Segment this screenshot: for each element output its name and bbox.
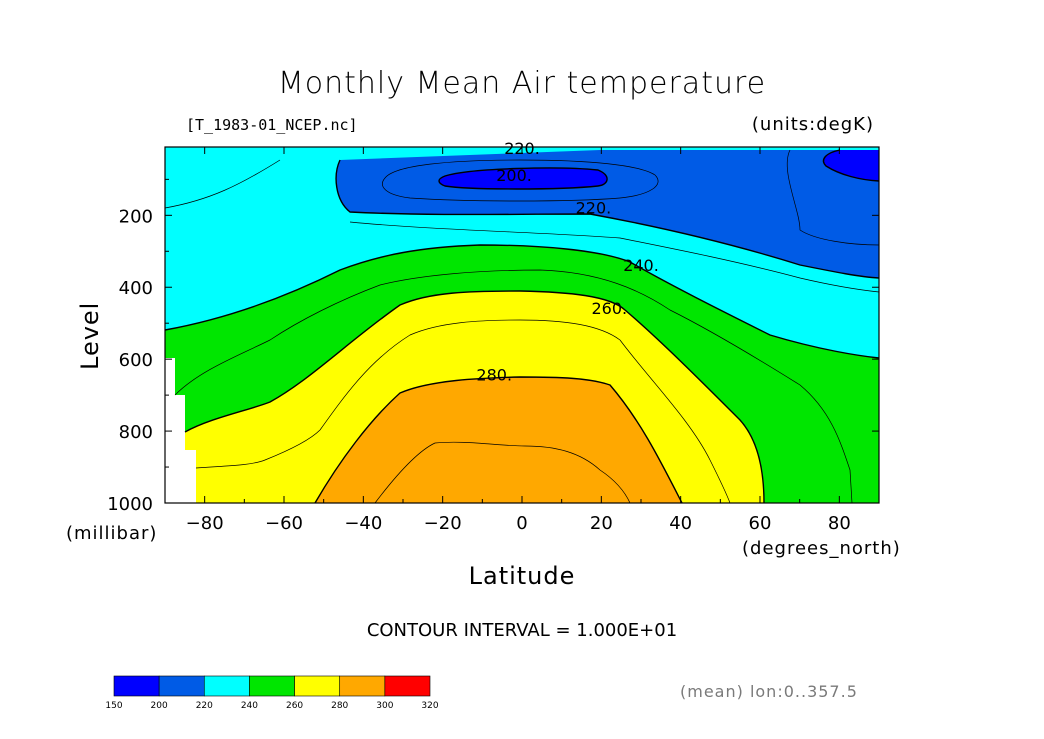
colorbar-label: 150 bbox=[105, 701, 122, 711]
contour-label: 260. bbox=[591, 299, 627, 318]
y-tick-label: 600 bbox=[119, 350, 153, 371]
contour-210 bbox=[382, 159, 659, 202]
missing-data-1 bbox=[165, 358, 175, 503]
y-axis-unit: (millibar) bbox=[66, 523, 158, 544]
colorbar-label: 240 bbox=[241, 701, 258, 711]
colorbar-swatch bbox=[158, 675, 205, 697]
y-tick-label: 200 bbox=[119, 206, 153, 227]
contour-220-right bbox=[822, 149, 880, 182]
x-tick-label: 20 bbox=[590, 513, 613, 534]
colorbar: 150 200 220 240 260 280 300 320 bbox=[105, 675, 439, 711]
contour-label: 280. bbox=[476, 366, 512, 385]
contour-lines bbox=[164, 149, 880, 504]
x-axis-unit: (degrees_north) bbox=[742, 538, 901, 559]
colorbar-label: 300 bbox=[376, 701, 393, 711]
colorbar-swatch bbox=[113, 675, 160, 697]
mean-annotation: (mean) lon:0..357.5 bbox=[680, 682, 858, 701]
y-tick-label: 1000 bbox=[107, 494, 153, 515]
chart-title: Monthly Mean Air temperature bbox=[277, 66, 767, 101]
units-label: (units:degK) bbox=[751, 114, 874, 135]
x-tick-label: 40 bbox=[669, 513, 692, 534]
x-axis-label: Latitude bbox=[468, 562, 576, 590]
contour-label: 220. bbox=[576, 199, 612, 218]
colorbar-swatch bbox=[249, 675, 295, 697]
y-tick-label: 400 bbox=[119, 278, 153, 299]
colorbar-label: 200 bbox=[151, 701, 168, 711]
missing-data-2 bbox=[175, 395, 185, 503]
colorbar-label: 280 bbox=[331, 701, 348, 711]
contour-240 bbox=[164, 244, 880, 359]
contour-230-right bbox=[786, 149, 880, 246]
contour-label: 200. bbox=[496, 166, 532, 185]
contour-270 bbox=[195, 319, 731, 504]
x-tick-label: 60 bbox=[749, 513, 772, 534]
fill-band-below-200-right bbox=[823, 150, 879, 181]
colorbar-swatch bbox=[294, 675, 341, 697]
contour-290 bbox=[374, 441, 631, 504]
colorbar-swatch bbox=[203, 675, 250, 697]
contour-280 bbox=[314, 376, 683, 504]
colorbar-swatch bbox=[339, 675, 386, 697]
fill-band-280-300 bbox=[315, 377, 682, 503]
missing-data-3 bbox=[185, 450, 196, 503]
contour-260 bbox=[184, 290, 765, 504]
contour-230 bbox=[164, 159, 880, 293]
contour-220 bbox=[335, 159, 880, 279]
y-tick-label: 800 bbox=[119, 422, 153, 443]
x-ticks: −80 −60 −40 −20 0 20 40 60 80 bbox=[164, 147, 880, 534]
colorbar-label: 320 bbox=[421, 701, 438, 711]
fill-band-below-200 bbox=[439, 168, 608, 189]
contour-fills bbox=[165, 147, 879, 503]
x-tick-label: −80 bbox=[186, 513, 224, 534]
contour-interval: CONTOUR INTERVAL = 1.000E+01 bbox=[366, 620, 678, 641]
contour-label: 240. bbox=[623, 256, 659, 275]
contour-250 bbox=[174, 269, 853, 504]
colorbar-swatch bbox=[384, 675, 431, 697]
y-ticks: 200 400 600 800 1000 bbox=[107, 178, 879, 515]
x-tick-label: −60 bbox=[265, 513, 303, 534]
x-tick-label: −20 bbox=[424, 513, 462, 534]
x-tick-label: 80 bbox=[828, 513, 851, 534]
x-tick-label: 0 bbox=[516, 513, 527, 534]
contour-200 bbox=[438, 167, 608, 190]
x-tick-label: −40 bbox=[344, 513, 382, 534]
colorbar-label: 260 bbox=[286, 701, 303, 711]
chart-subtitle: [T_1983-01_NCEP.nc] bbox=[186, 116, 358, 134]
colorbar-label: 220 bbox=[196, 701, 213, 711]
